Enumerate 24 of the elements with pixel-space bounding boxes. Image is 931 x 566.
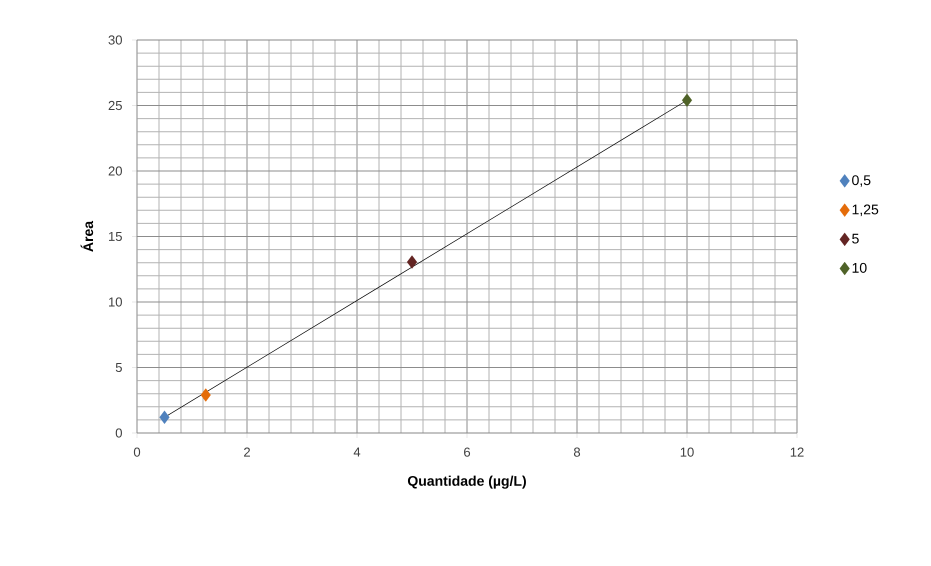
y-tick-label: 20	[108, 166, 122, 176]
x-tick-label: 12	[790, 448, 804, 457]
y-tick-label: 25	[108, 100, 122, 110]
point	[159, 410, 170, 424]
y-tick-label: 5	[116, 362, 122, 372]
legend-label: 10	[852, 262, 867, 273]
legend-label: 1,25	[852, 204, 878, 216]
x-tick-label: 10	[680, 448, 694, 457]
legend-label: 5	[852, 234, 859, 244]
point	[682, 94, 692, 107]
x-tick-label: 0	[134, 448, 140, 457]
point	[200, 388, 211, 402]
x-tick-label: 8	[574, 448, 580, 457]
point	[406, 255, 418, 269]
x-tick-label: 6	[464, 448, 470, 457]
y-tick-label: 0	[116, 428, 122, 438]
x-tick-label: 4	[354, 448, 360, 456]
x-axis-title: Quantidade (µg/L)	[408, 476, 526, 489]
y-axis-title: Área	[80, 220, 94, 252]
y-tick-label: 15	[109, 232, 122, 242]
y-tick-label: 30	[108, 35, 122, 45]
legend-label: 0,5	[852, 175, 870, 187]
y-tick-label: 10	[109, 297, 122, 307]
x-tick-label: 2	[244, 448, 250, 457]
